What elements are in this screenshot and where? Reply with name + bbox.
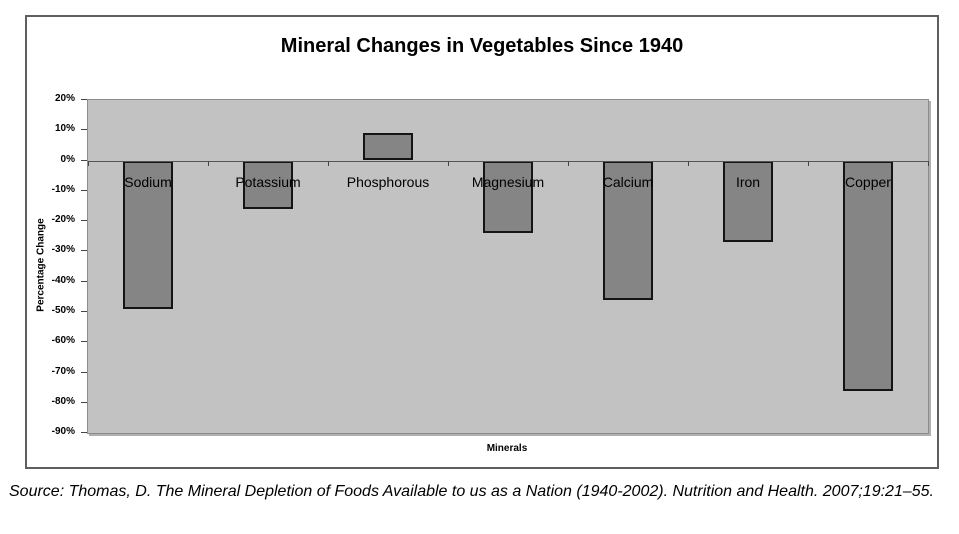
y-tick-label: -70% [51, 365, 75, 377]
y-tick-label: -40% [51, 274, 75, 286]
y-tick-label: 20% [54, 93, 75, 104]
x-axis-tick [808, 160, 809, 166]
chart: Mineral Changes in Vegetables Since 1940… [25, 15, 939, 469]
y-tick-mark [81, 310, 87, 312]
chart-title: Mineral Changes in Vegetables Since 1940 [280, 35, 684, 57]
category-label-potassium: Potassium [235, 173, 301, 190]
y-tick-mark [81, 129, 87, 131]
y-tick-label: -50% [51, 304, 75, 316]
y-axis: 20% 10% 0% -10% -20% -30% -40% -50% -60% -70% -80%… [27, 93, 87, 437]
y-tick-label: -90% [51, 426, 75, 437]
category-label-sodium: Sodium [124, 173, 172, 190]
x-axis-tick [568, 160, 569, 166]
y-tick-label: -20% [51, 214, 75, 226]
category-label-iron: Iron [735, 173, 761, 190]
bar-potassium [243, 160, 293, 209]
y-tick-label: 0% [60, 153, 75, 165]
category-label-calcium: Calcium [602, 173, 654, 190]
x-axis-tick [328, 160, 329, 166]
x-axis-tick [448, 160, 449, 166]
bar-copper [843, 160, 893, 391]
source-citation: Source: Thomas, D. The Mineral Depletion… [9, 483, 934, 500]
x-axis-tick [688, 160, 689, 166]
bar-sodium [123, 160, 173, 309]
y-tick-label: -10% [51, 183, 75, 195]
y-tick-label: -30% [51, 244, 75, 256]
y-tick-label: -80% [51, 395, 75, 407]
y-tick-mark [81, 189, 87, 191]
category-label-magnesium: Magnesium [471, 173, 545, 190]
y-tick-label: -60% [51, 335, 75, 347]
bar-magnesium [483, 160, 533, 234]
y-tick-mark [81, 99, 87, 100]
zero-axis-line [88, 160, 928, 162]
y-tick-mark [81, 159, 87, 161]
y-tick-mark [81, 280, 87, 282]
x-axis-tick [88, 160, 89, 166]
y-tick-mark [81, 401, 87, 403]
plot-area: Sodium Potassium Phosphorous Magnesium Calci… [87, 99, 929, 434]
bar-phosphorous [363, 133, 413, 161]
y-tick-mark [81, 250, 87, 252]
bar-calcium [603, 160, 653, 300]
category-label-copper: Copper [845, 173, 891, 190]
y-tick-mark [81, 432, 87, 433]
category-label-phosphorous: Phosphorous [346, 173, 430, 190]
y-tick-label: 10% [54, 123, 75, 135]
y-tick-mark [81, 341, 87, 343]
y-tick-mark [81, 220, 87, 222]
x-axis-title: Minerals [486, 443, 528, 454]
x-axis-tick [208, 160, 209, 166]
x-axis-tick [928, 160, 929, 166]
y-tick-mark [81, 371, 87, 373]
